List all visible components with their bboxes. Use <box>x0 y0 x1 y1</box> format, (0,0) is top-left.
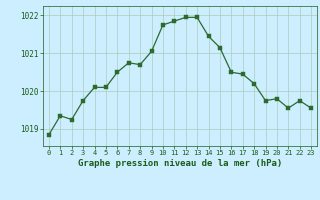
X-axis label: Graphe pression niveau de la mer (hPa): Graphe pression niveau de la mer (hPa) <box>78 159 282 168</box>
